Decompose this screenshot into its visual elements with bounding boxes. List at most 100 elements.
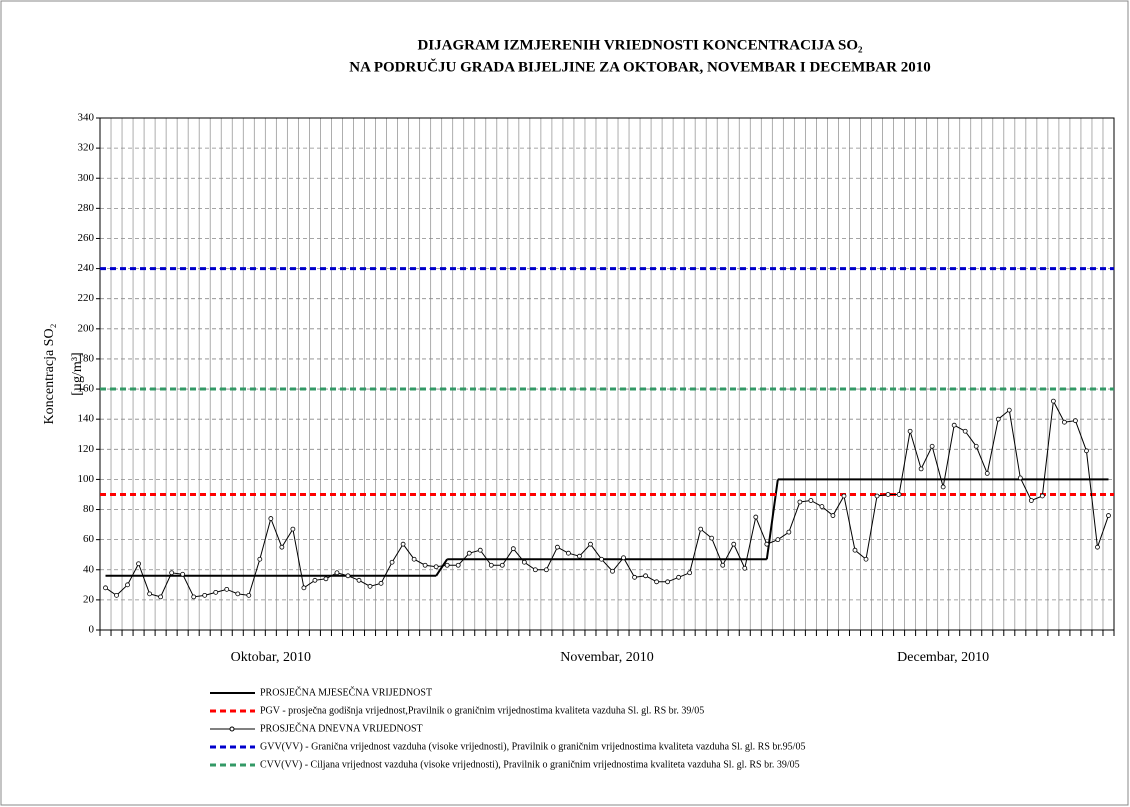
y-tick-label: 60: [83, 533, 95, 545]
daily-point: [521, 559, 527, 565]
daily-point: [852, 547, 858, 553]
daily-point: [356, 577, 362, 583]
daily-point: [433, 564, 439, 570]
daily-point: [940, 484, 946, 490]
daily-point: [334, 570, 340, 576]
daily-point: [984, 470, 990, 476]
legend-label: PGV - prosječna godišnja vrijednost,Prav…: [260, 705, 704, 716]
month-label: Oktobar, 2010: [231, 650, 311, 665]
daily-point: [676, 574, 682, 580]
plot-area: [99, 117, 1115, 631]
daily-point: [455, 562, 461, 568]
daily-point: [1006, 407, 1012, 413]
daily-point: [643, 573, 648, 579]
daily-point: [588, 541, 593, 547]
y-tick-label: 40: [83, 563, 95, 575]
monthly-average-step: [765, 479, 779, 560]
y-tick-label: 100: [78, 473, 95, 485]
daily-point: [290, 526, 296, 532]
y-tick-label: 20: [83, 593, 95, 605]
daily-point: [709, 535, 715, 541]
daily-point: [742, 565, 748, 571]
daily-point: [1062, 419, 1067, 425]
daily-point: [1084, 448, 1089, 454]
y-tick-label: 180: [78, 352, 95, 364]
daily-point: [499, 562, 505, 568]
legend-label: GVV(VV) - Granična vrijednost vazduha (v…: [260, 741, 805, 752]
y-axis-label: Koncentracja SO₂: [42, 323, 57, 424]
daily-point: [874, 493, 880, 499]
daily-point: [1106, 513, 1111, 518]
daily-point: [1017, 475, 1023, 481]
daily-point: [808, 498, 814, 503]
daily-point: [962, 428, 968, 434]
daily-point: [191, 594, 197, 600]
y-tick-label: 200: [78, 322, 95, 334]
daily-point: [224, 586, 230, 592]
daily-point: [400, 541, 406, 547]
daily-point: [158, 594, 164, 600]
y-tick-label: 300: [78, 172, 95, 184]
legend-marker: [229, 726, 235, 732]
daily-point: [621, 555, 626, 561]
daily-point: [1050, 398, 1056, 404]
daily-point: [213, 589, 219, 595]
daily-point: [103, 585, 108, 591]
daily-point: [1028, 498, 1034, 503]
daily-point: [136, 561, 141, 567]
daily-point: [532, 567, 538, 573]
y-tick-label: 280: [78, 202, 95, 214]
y-tick-label: 160: [78, 383, 95, 395]
month-label: Decembar, 2010: [897, 650, 989, 665]
daily-point: [775, 537, 781, 543]
daily-point: [180, 571, 186, 577]
y-axis-unit: [µg/m³]: [70, 352, 85, 395]
legend-label: CVV(VV) - Ciljana vrijednost vazduha (vi…: [260, 759, 800, 770]
daily-point: [378, 580, 384, 586]
daily-point: [246, 592, 252, 598]
daily-point: [577, 553, 582, 559]
y-tick-label: 320: [78, 142, 95, 154]
daily-point: [312, 577, 318, 583]
daily-point: [1039, 493, 1045, 499]
daily-point: [753, 514, 759, 520]
daily-point: [202, 592, 208, 598]
daily-point: [1095, 544, 1100, 550]
chart-subtitle: NA PODRUČJU GRADA BIJELJINE ZA OKTOBAR, …: [349, 58, 930, 75]
daily-point: [797, 499, 803, 505]
legend-label: PROSJEČNA DNEVNA VRIJEDNOST: [260, 722, 423, 734]
daily-point: [125, 582, 130, 588]
daily-point: [665, 579, 671, 585]
daily-point: [929, 443, 935, 449]
daily-point: [444, 562, 450, 568]
daily-point: [896, 492, 902, 497]
daily-point: [169, 570, 175, 576]
daily-point: [422, 562, 428, 568]
daily-point: [543, 567, 549, 573]
daily-point: [731, 541, 737, 547]
y-tick-label: 0: [89, 624, 95, 636]
daily-point: [147, 591, 152, 597]
daily-point: [610, 568, 615, 574]
daily-point: [301, 585, 307, 591]
y-tick-label: 140: [78, 413, 95, 425]
y-tick-label: 80: [83, 503, 95, 515]
daily-point: [698, 526, 704, 532]
daily-point: [918, 466, 924, 472]
month-label: Novembar, 2010: [560, 650, 654, 665]
daily-point: [830, 513, 836, 518]
monthly-average-step: [435, 558, 449, 577]
daily-point: [555, 544, 560, 550]
daily-point: [466, 550, 472, 556]
daily-point: [720, 562, 726, 568]
y-tick-label: 220: [78, 292, 95, 304]
daily-point: [411, 556, 417, 562]
daily-point: [599, 556, 604, 562]
daily-point: [841, 493, 847, 499]
daily-line: [105, 399, 1109, 598]
y-tick-label: 240: [78, 262, 95, 274]
y-tick-label: 260: [78, 232, 95, 244]
daily-point: [477, 547, 483, 553]
